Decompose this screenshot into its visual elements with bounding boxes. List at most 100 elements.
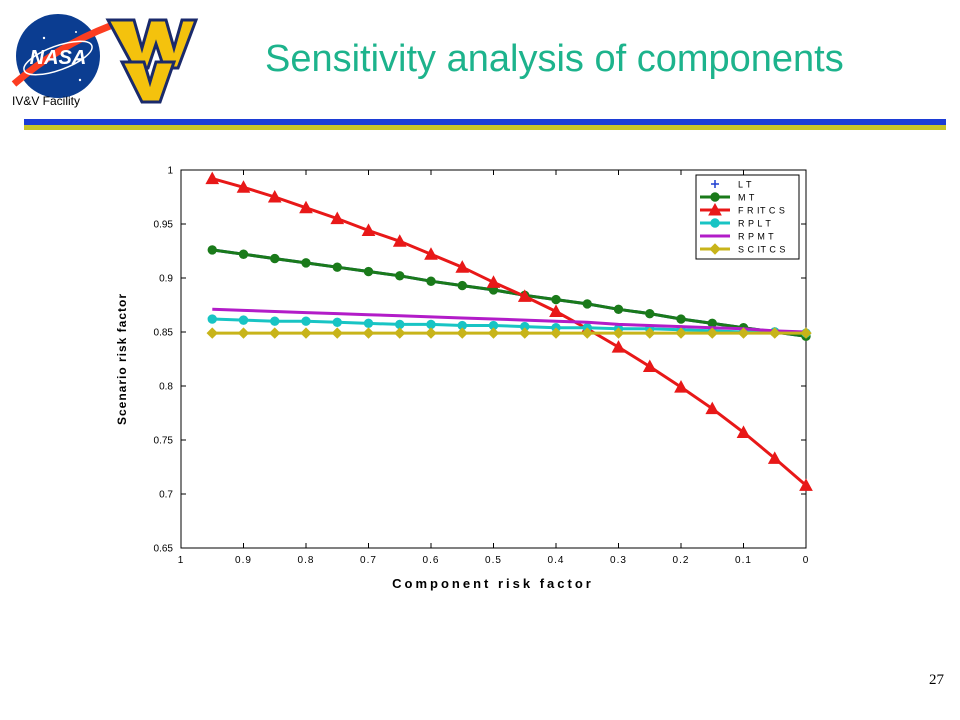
data-point <box>551 294 561 305</box>
x-tick-label: 0.3 <box>610 555 627 566</box>
y-tick-label: 0.9 <box>159 274 173 285</box>
data-point <box>332 262 342 272</box>
data-point <box>581 327 593 339</box>
data-point <box>363 318 374 329</box>
data-point <box>331 327 343 339</box>
data-point <box>487 327 500 339</box>
data-point <box>332 317 342 327</box>
data-point <box>706 327 718 339</box>
series-4 <box>212 307 807 334</box>
legend: L T M T F R IT C S R P L T R P M T S C IT C S <box>695 174 800 260</box>
data-point <box>457 280 467 291</box>
data-point <box>301 316 311 326</box>
y-tick-label: 0.85 <box>154 328 174 339</box>
data-point <box>456 327 468 339</box>
data-point <box>238 249 249 259</box>
x-tick-label: 0.2 <box>673 555 690 566</box>
facility-label: IV&V Facility <box>12 94 81 108</box>
x-axis-label: Component risk factor <box>392 576 594 591</box>
data-point <box>705 401 720 415</box>
data-point <box>486 275 501 288</box>
data-point <box>549 304 563 317</box>
data-point <box>207 314 217 324</box>
legend-item: S C IT C S <box>700 243 786 255</box>
data-point <box>238 315 249 325</box>
data-point <box>362 327 375 339</box>
legend-item: M T <box>700 192 755 203</box>
data-point <box>611 340 626 353</box>
data-point <box>613 304 624 315</box>
y-tick-label: 0.65 <box>154 544 174 555</box>
data-point <box>392 234 407 247</box>
data-point <box>676 314 686 324</box>
y-axis-label: Scenario risk factor <box>115 293 129 425</box>
x-tick-label: 0.8 <box>298 555 315 566</box>
data-point <box>270 253 280 264</box>
data-point <box>582 299 592 309</box>
x-tick-label: 0.4 <box>548 555 565 566</box>
x-tick-label: 0.9 <box>235 555 252 566</box>
series-line <box>212 317 807 335</box>
legend-item: R P M T <box>700 232 774 242</box>
nasa-logo-text: NASA <box>30 47 87 69</box>
series-5 <box>206 327 812 339</box>
legend-box <box>695 174 800 260</box>
series-line <box>211 177 807 487</box>
data-point <box>737 327 750 339</box>
nasa-logo: NASA <box>11 14 112 98</box>
data-point <box>769 327 781 339</box>
wv-logo <box>105 18 199 104</box>
data-point <box>425 327 437 339</box>
y-tick-label: 0.75 <box>154 436 174 447</box>
data-point <box>645 308 655 319</box>
series-layer <box>205 171 813 491</box>
data-point <box>674 380 688 393</box>
y-axis: 0.65 0.7 0.75 0.8 0.85 0.9 0.95 1 <box>154 166 806 555</box>
legend-label: S C IT C S <box>738 245 786 255</box>
y-tick-label: 1 <box>167 166 173 177</box>
data-point <box>455 260 470 273</box>
data-point <box>424 247 438 260</box>
data-point <box>206 327 218 339</box>
data-point <box>300 327 312 339</box>
x-tick-label: 0.7 <box>360 555 377 566</box>
page-number: 27 <box>929 672 944 688</box>
data-point <box>519 327 531 339</box>
legend-label: R P M T <box>738 232 774 242</box>
series-line <box>212 307 807 334</box>
data-point <box>207 245 217 255</box>
data-point <box>267 189 282 203</box>
y-tick-label: 0.95 <box>154 220 174 231</box>
x-tick-label: 0 <box>803 555 810 566</box>
header-rule-blue <box>24 119 946 125</box>
data-point <box>550 327 562 339</box>
data-point <box>363 266 374 277</box>
legend-label: F R IT C S <box>738 206 785 216</box>
legend-swatch-marker <box>709 243 721 255</box>
data-point <box>517 289 532 302</box>
sensitivity-chart: 1 0.9 0.8 0.7 0.6 0.5 0.4 0.3 0.2 0.1 0 0.65 0.7 0.7… <box>115 166 813 591</box>
page-title: Sensitivity analysis of components <box>265 38 844 80</box>
data-point <box>426 276 436 286</box>
data-point <box>799 478 813 491</box>
legend-swatch-marker <box>710 192 720 202</box>
legend-label: R P L T <box>738 219 771 229</box>
data-point <box>236 180 251 193</box>
data-point <box>269 327 281 339</box>
legend-item: R P L T <box>700 218 771 229</box>
legend-item: F R IT C S <box>700 202 785 216</box>
data-point <box>642 359 657 373</box>
x-tick-label: 0.6 <box>423 555 440 566</box>
legend-swatch-marker <box>710 218 720 228</box>
data-point <box>299 200 313 214</box>
header-rule-gold <box>24 125 946 130</box>
x-tick-label: 0.1 <box>735 555 752 566</box>
legend-label: M T <box>738 193 755 203</box>
data-point <box>237 327 250 339</box>
data-point <box>270 316 280 326</box>
data-point <box>612 327 625 339</box>
series-2 <box>205 171 813 491</box>
x-tick-label: 1 <box>178 555 185 566</box>
y-tick-label: 0.8 <box>159 382 173 393</box>
y-tick-label: 0.7 <box>159 490 173 501</box>
